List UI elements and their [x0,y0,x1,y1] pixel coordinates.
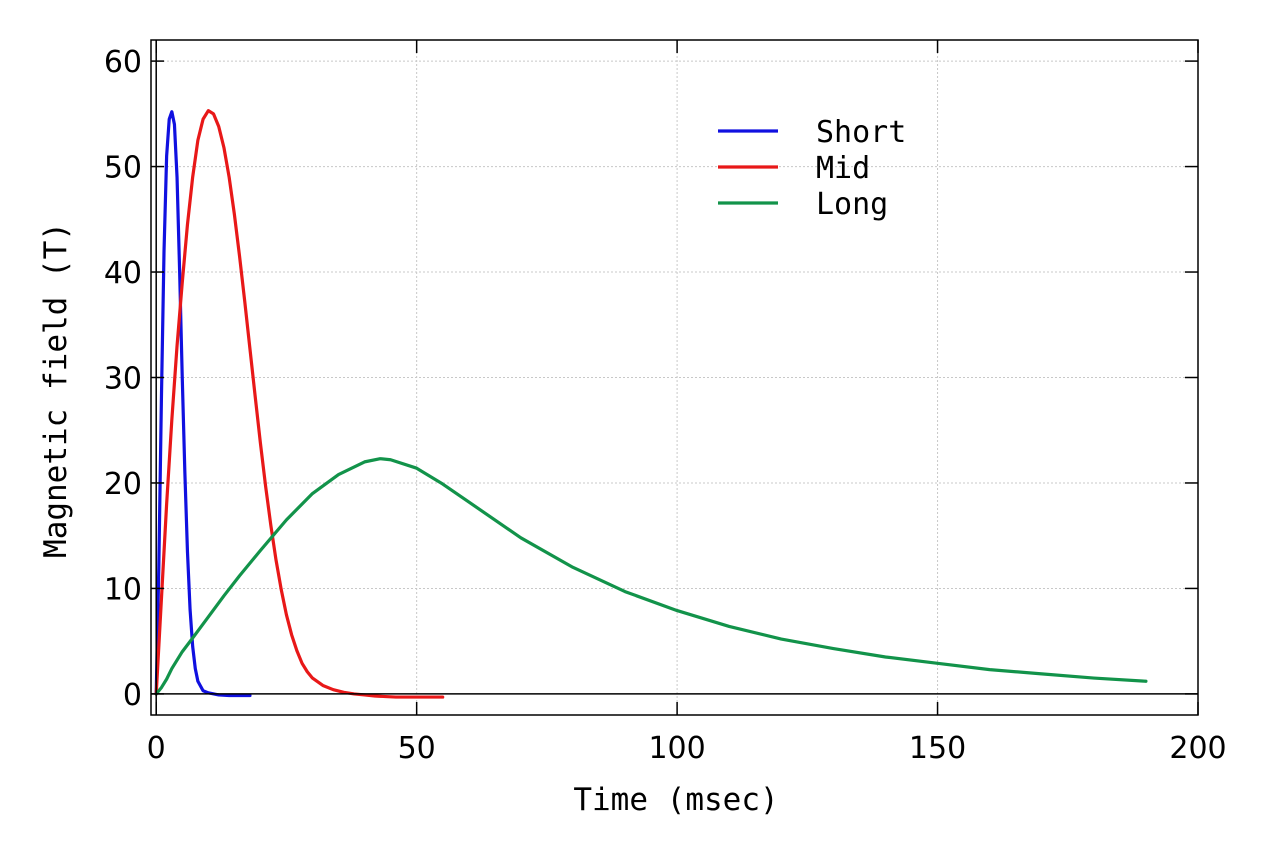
legend-label-long: Long [816,187,888,222]
series-line-short [154,110,252,698]
x-tick-label: 0 [147,731,166,766]
grid-lines [151,40,1198,715]
y-tick-label: 60 [104,45,142,80]
y-tick-label: 10 [104,572,142,607]
series-line-long [154,457,1148,696]
legend-label-mid: Mid [816,151,870,186]
y-tick-label: 0 [123,678,142,713]
y-axis-title: Magnetic field (T) [38,222,74,558]
series-lines [154,109,1148,699]
x-tick-label: 100 [648,731,705,766]
x-tick-label: 200 [1169,731,1226,766]
x-tick-label: 50 [398,731,436,766]
legend-label-short: Short [816,115,906,150]
tick-labels: 0 50 100 150 200 0 10 20 30 40 50 60 [104,45,1227,766]
x-tick-label: 150 [909,731,966,766]
x-axis-title: Time (msec) [573,782,778,818]
series-line-mid [154,109,445,699]
y-tick-label: 50 [104,151,142,186]
y-tick-label: 40 [104,256,142,291]
y-tick-label: 20 [104,467,142,502]
y-tick-label: 30 [104,362,142,397]
tick-marks [151,40,1199,715]
